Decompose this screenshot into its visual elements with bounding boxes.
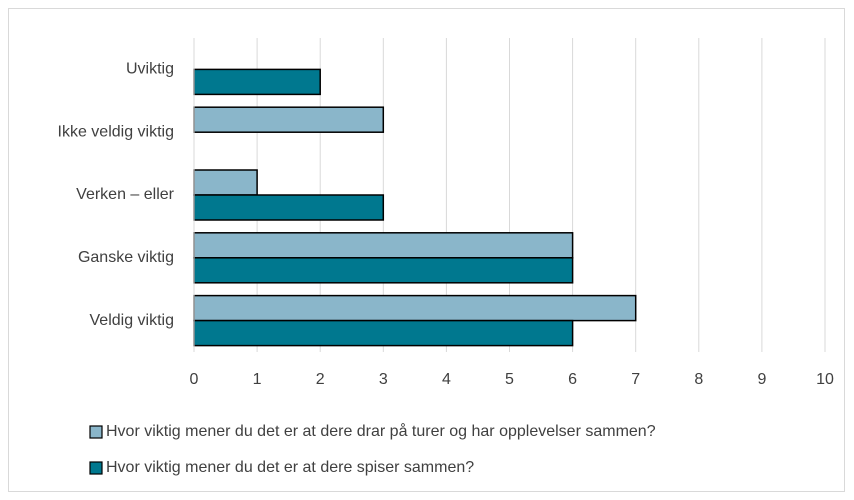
x-tick-label: 10 bbox=[816, 371, 834, 388]
x-tick-label: 0 bbox=[190, 371, 199, 388]
y-tick-label: Ganske viktig bbox=[78, 249, 174, 266]
bar bbox=[193, 232, 574, 259]
x-tick-label: 4 bbox=[442, 371, 451, 388]
x-tick-label: 3 bbox=[379, 371, 388, 388]
legend-label: Hvor viktig mener du det er at dere spis… bbox=[106, 459, 474, 476]
legend-label: Hvor viktig mener du det er at dere drar… bbox=[106, 422, 656, 440]
bar bbox=[193, 169, 258, 196]
x-tick-label: 5 bbox=[505, 371, 514, 388]
bar bbox=[193, 194, 385, 221]
y-tick-label: Uviktig bbox=[126, 61, 174, 78]
bar bbox=[193, 257, 574, 284]
x-tick-label: 9 bbox=[757, 371, 766, 388]
legend-swatch bbox=[89, 425, 103, 439]
x-tick-label: 7 bbox=[631, 371, 640, 388]
bar bbox=[193, 68, 321, 96]
bar bbox=[193, 106, 385, 133]
bar bbox=[193, 319, 574, 347]
y-tick-label: Ikke veldig viktig bbox=[58, 123, 175, 140]
y-tick-label: Verken – eller bbox=[76, 186, 175, 203]
x-tick-label: 2 bbox=[316, 371, 325, 388]
y-tick-label: Veldig viktig bbox=[90, 312, 175, 329]
legend-swatch bbox=[89, 461, 103, 475]
x-tick-label: 1 bbox=[253, 371, 262, 388]
x-tick-label: 8 bbox=[694, 371, 703, 388]
x-tick-label: 6 bbox=[568, 371, 577, 388]
bar bbox=[193, 294, 637, 322]
